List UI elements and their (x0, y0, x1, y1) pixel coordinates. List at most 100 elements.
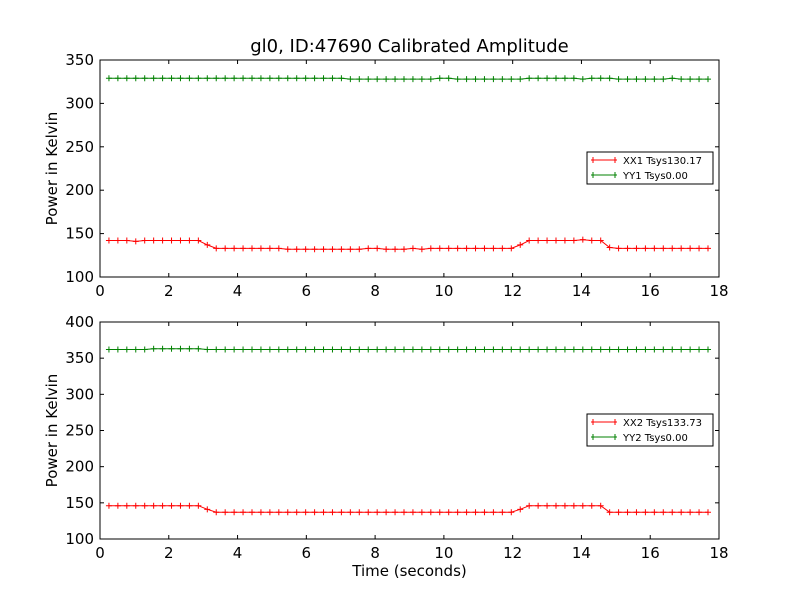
data-point-marker (320, 346, 327, 353)
data-point-marker (642, 76, 649, 83)
data-point-marker (177, 502, 184, 509)
data-point-marker (642, 346, 649, 353)
data-point-marker (606, 346, 613, 353)
data-point-marker (445, 245, 452, 252)
x-tick-label: 18 (709, 282, 728, 300)
data-point-marker (150, 237, 157, 244)
x-tick-label: 12 (503, 282, 522, 300)
data-point-marker (400, 346, 407, 353)
series-line (108, 239, 708, 250)
data-point-marker (383, 509, 390, 516)
data-point-marker (570, 237, 577, 244)
data-point-marker (678, 509, 685, 516)
data-point-marker (195, 237, 202, 244)
data-point-marker (660, 76, 667, 83)
data-point-marker (615, 245, 622, 252)
data-point-marker (329, 246, 336, 253)
data-point-marker (293, 346, 300, 353)
data-point-marker (481, 245, 488, 252)
data-point-marker (535, 75, 542, 82)
data-point-marker (374, 245, 381, 252)
data-point-marker (669, 509, 676, 516)
data-point-marker (266, 509, 273, 516)
data-point-marker (472, 245, 479, 252)
data-point-marker (588, 502, 595, 509)
y-tick-label: 200 (65, 181, 94, 199)
data-point-marker (257, 75, 264, 82)
data-point-marker (606, 509, 613, 516)
data-point-marker (141, 502, 148, 509)
data-point-marker (222, 245, 229, 252)
data-point-marker (347, 76, 354, 83)
y-tick-label: 200 (65, 458, 94, 476)
data-point-marker (454, 509, 461, 516)
data-point-marker (338, 75, 345, 82)
data-point-marker (222, 509, 229, 516)
data-point-marker (696, 245, 703, 252)
y-tick-label: 400 (65, 313, 94, 331)
data-point-marker (257, 245, 264, 252)
data-point-marker (195, 502, 202, 509)
data-point-marker (338, 509, 345, 516)
legend-marker (592, 157, 616, 163)
axes-frame (99, 59, 720, 278)
data-point-marker (240, 245, 247, 252)
data-point-marker (669, 75, 676, 82)
data-point-marker (561, 75, 568, 82)
y-tick-label: 250 (65, 138, 94, 156)
data-point-marker (374, 346, 381, 353)
data-point-marker (606, 75, 613, 82)
data-point-marker (678, 76, 685, 83)
series-2 (105, 345, 711, 353)
data-point-marker (186, 345, 193, 352)
data-point-marker (186, 237, 193, 244)
x-tick-label: 14 (572, 282, 591, 300)
data-point-marker (597, 346, 604, 353)
data-point-marker (159, 75, 166, 82)
data-point-marker (150, 75, 157, 82)
data-point-marker (356, 346, 363, 353)
data-point-marker (302, 509, 309, 516)
data-point-marker (383, 76, 390, 83)
data-point-marker (445, 75, 452, 82)
data-point-marker (177, 75, 184, 82)
data-point-marker (678, 245, 685, 252)
data-point-marker (213, 346, 220, 353)
data-point-marker (240, 509, 247, 516)
data-point-marker (535, 502, 542, 509)
data-point-marker (696, 509, 703, 516)
data-point-marker (383, 346, 390, 353)
data-point-marker (570, 346, 577, 353)
data-point-marker (141, 75, 148, 82)
data-point-marker (579, 236, 586, 243)
data-point-marker (293, 509, 300, 516)
data-point-marker (651, 76, 658, 83)
data-point-marker (302, 246, 309, 253)
data-point-marker (320, 75, 327, 82)
data-point-marker (105, 346, 112, 353)
subplot-2: 0 2 4 6 8 10 12 14 16 18 100 150 200 250 300 350 400 Powe… (43, 313, 729, 580)
x-tick-label: 16 (641, 282, 660, 300)
data-point-marker (409, 245, 416, 252)
data-point-marker (159, 502, 166, 509)
data-point-marker (552, 346, 559, 353)
data-point-marker (669, 245, 676, 252)
data-point-marker (445, 509, 452, 516)
data-point-marker (240, 75, 247, 82)
data-point-marker (499, 509, 506, 516)
data-point-marker (284, 75, 291, 82)
y-tick-label: 350 (65, 51, 94, 69)
data-point-marker (302, 346, 309, 353)
data-point-marker (248, 75, 255, 82)
data-point-marker (687, 76, 694, 83)
data-point-marker (409, 76, 416, 83)
data-point-marker (392, 509, 399, 516)
data-point-marker (445, 346, 452, 353)
data-point-marker (597, 75, 604, 82)
data-point-marker (704, 245, 711, 252)
y-tick-label: 350 (65, 349, 94, 367)
data-point-marker (544, 75, 551, 82)
legend-label: XX2 Tsys133.73 (623, 418, 702, 429)
